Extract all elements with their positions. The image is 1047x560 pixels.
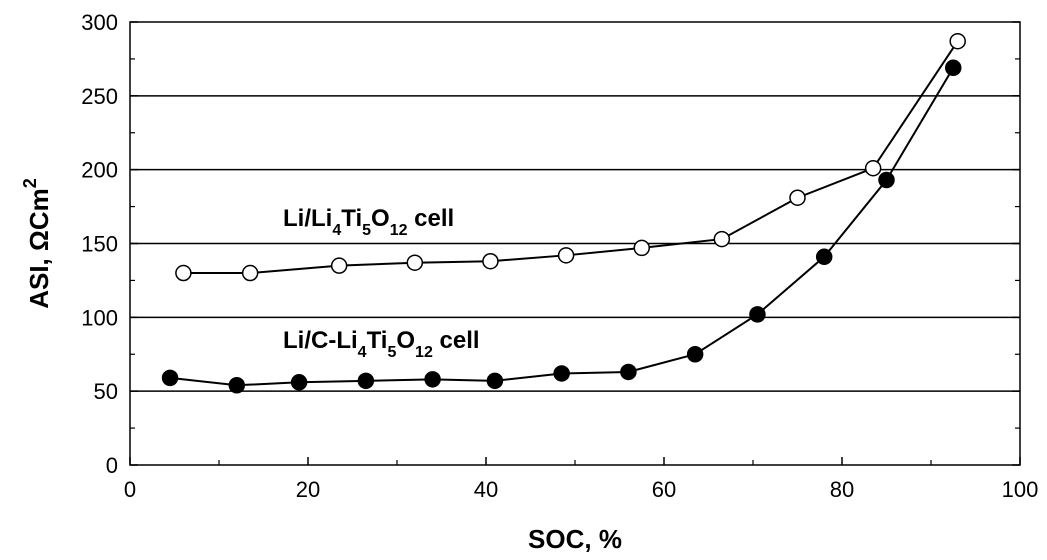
series-0-point (241, 264, 259, 282)
series-1-point (878, 171, 895, 189)
series-0-point (406, 254, 424, 271)
series-0-point (949, 32, 966, 50)
series-0-point (330, 257, 348, 274)
annotation-1-part: cell (433, 327, 480, 354)
series-1-point (945, 59, 962, 77)
annotation-0-part: 12 (390, 222, 408, 239)
y-tick-label: 50 (94, 379, 118, 404)
x-tick-label: 0 (124, 477, 136, 502)
annotation-0: Li/Li4Ti5O12 cell (283, 205, 454, 239)
series-0-point (557, 247, 575, 264)
y-tick-label: 0 (106, 453, 118, 478)
series-1-point (290, 374, 308, 391)
series-1-point (749, 306, 766, 323)
annotation-1: Li/C-Li4Ti5O12 cell (283, 327, 480, 361)
annotation-1-part: 12 (415, 344, 433, 361)
series-1-point (620, 363, 637, 381)
series-markers (161, 32, 966, 394)
y-tick-label: 150 (81, 232, 118, 257)
series-1-point (486, 372, 504, 390)
y-axis-title-prefix: ASI, (24, 251, 54, 309)
annotation-0-part: 4 (332, 222, 341, 239)
annotation-1-part: 4 (358, 344, 367, 361)
series-1-point (228, 377, 246, 394)
y-tick-label: 300 (81, 10, 118, 35)
gridlines (130, 95, 1020, 392)
axis-ticks (129, 21, 1021, 466)
series-1-point (357, 372, 375, 390)
series-1-point (553, 365, 570, 382)
y-tick-label: 100 (81, 305, 118, 330)
annotation-0-part: O (371, 205, 390, 232)
series-0-point (633, 239, 650, 257)
x-tick-label: 80 (830, 477, 854, 502)
series-0-point (175, 264, 192, 282)
series-0-point (864, 159, 882, 177)
x-tick-labels: 0 20 40 60 80 100 (124, 477, 1038, 502)
series-1-point (424, 371, 441, 388)
series-0-point (482, 252, 499, 270)
annotation-1-part: 5 (387, 344, 396, 361)
annotation-0-part: Ti (341, 205, 362, 232)
x-tick-label: 40 (474, 477, 498, 502)
y-tick-label: 200 (81, 158, 118, 183)
x-tick-label: 60 (652, 477, 676, 502)
annotation-1-part: Li/C-Li (283, 327, 358, 354)
y-axis-title-unit-exponent: 2 (20, 178, 40, 188)
x-tick-label: 20 (296, 477, 320, 502)
annotation-0-part: cell (408, 205, 455, 232)
y-axis-title: ASI, ΩCm2 (20, 178, 54, 309)
annotation-0-part: 5 (362, 222, 371, 239)
series-0-line (183, 40, 959, 275)
annotation-1-part: Ti (367, 327, 388, 354)
y-axis-title-unit: ΩCm (24, 188, 54, 251)
annotation-1-part: O (396, 327, 415, 354)
y-tick-label: 250 (81, 84, 118, 109)
y-tick-labels: 0 50 100 150 200 250 300 (81, 10, 118, 478)
series-1-point (815, 248, 833, 266)
annotation-0-part: Li/Li (283, 205, 332, 232)
series-1-point (686, 346, 704, 363)
series-1-point (161, 369, 179, 387)
x-tick-label: 100 (1002, 477, 1039, 502)
series-0-point (713, 230, 731, 248)
series-0-point (789, 189, 806, 206)
x-axis-title: SOC, % (528, 524, 622, 554)
